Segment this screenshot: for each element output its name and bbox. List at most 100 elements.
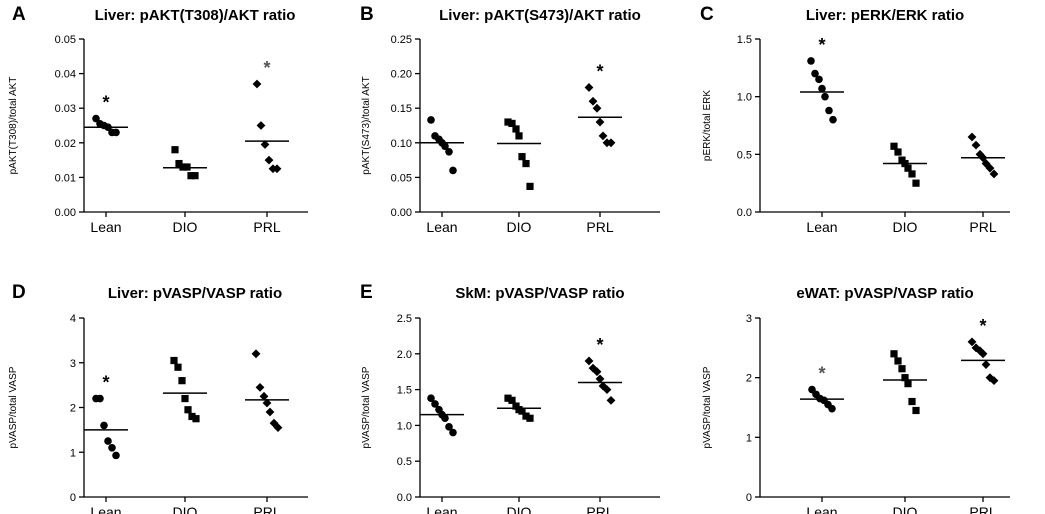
data-point-prl [251,349,261,359]
data-point-dio [504,118,512,126]
x-tick-label: DIO [893,219,918,235]
data-point-lean [427,394,435,402]
y-tick-label: 0.00 [391,207,412,219]
x-tick-label: PRL [586,219,613,235]
data-point-lean [815,75,823,84]
data-point-lean [829,115,837,124]
data-point-lean [828,404,836,413]
x-tick-label: Lean [426,219,457,235]
significance-star: * [102,93,109,113]
data-point-prl [985,163,995,173]
data-point-prl [602,385,612,394]
y-tick-label: 0.04 [55,69,76,81]
chart-title: Liver: pAKT(S473)/AKT ratio [439,7,641,24]
x-tick-label: PRL [253,219,280,235]
data-point-dio [904,380,912,388]
data-point-lean [112,451,120,460]
data-point-prl [588,363,598,373]
data-point-prl [971,140,981,150]
data-point-dio [512,125,520,133]
x-tick-label: DIO [507,219,532,235]
panel-letter: A [12,4,26,25]
y-tick-label: 0.0 [397,492,412,504]
data-point-lean [112,128,120,137]
data-point-prl [592,103,602,113]
significance-star: * [818,364,825,384]
significance-star: * [596,335,603,355]
significance-star: * [979,316,986,336]
y-tick-label: 0 [746,492,752,504]
data-point-prl [265,407,275,417]
data-point-dio [192,415,200,423]
data-point-dio [908,170,916,178]
y-tick-label: 0.00 [55,207,76,219]
data-point-dio [188,412,196,421]
data-point-dio [515,132,523,140]
data-point-lean [449,428,457,437]
data-point-lean [811,69,819,78]
data-point-lean [96,394,104,403]
chart-title: Liver: pERK/ERK ratio [806,7,964,24]
data-point-dio [518,153,526,161]
data-point-prl [272,164,282,174]
y-tick-label: 0.15 [391,103,412,115]
data-point-prl [595,374,605,384]
x-tick-label: Lean [90,219,121,235]
y-axis-label: pAKT(S473)/total AKT [361,76,372,174]
y-tick-label: 0.10 [391,138,412,150]
data-point-lean [821,92,829,101]
data-point-lean [431,400,439,408]
x-tick-label: PRL [969,219,996,235]
chart-title: Liver: pVASP/VASP ratio [108,285,282,302]
data-point-prl [981,159,991,168]
data-point-dio [508,119,516,128]
y-tick-label: 1.0 [397,420,412,432]
data-point-dio [175,159,183,168]
data-point-prl [981,360,991,369]
y-tick-label: 1.5 [737,34,752,46]
data-point-lean [92,114,100,123]
data-point-prl [273,423,283,433]
y-axis-label: pVASP/total VASP [702,366,713,448]
y-axis-label: pVASP/total VASP [361,366,372,448]
data-point-dio [181,394,189,403]
data-point-lean [427,116,435,124]
data-point-prl [598,131,608,141]
data-point-dio [184,406,192,414]
data-point-prl [264,155,274,165]
y-tick-label: 0.0 [737,207,752,219]
chart-panel-5: E SkM: pVASP/VASP ratio 0.0 0.5 1.0 1.5 2.0 2.5… [360,282,660,514]
data-point-prl [592,367,602,377]
y-tick-label: 2 [746,373,752,385]
chart-title: eWAT: pVASP/VASP ratio [796,285,973,302]
chart-panel-4: D Liver: pVASP/VASP ratio 0 1 2 3 4 pVASP/total… [8,282,308,514]
x-tick-label: PRL [586,504,613,514]
data-point-dio [894,357,902,365]
significance-star: * [102,373,109,393]
data-point-dio [912,179,920,187]
significance-star: * [263,58,270,78]
chart-panel-1: A Liver: pAKT(T308)/AKT ratio 0.00 0.01 0.02… [8,4,308,235]
data-point-dio [518,407,526,415]
y-tick-label: 0.5 [737,149,752,161]
x-tick-label: DIO [173,219,198,235]
x-tick-label: DIO [173,504,198,514]
data-point-prl [262,398,272,408]
data-point-prl [967,132,977,142]
data-point-dio [187,172,195,180]
y-tick-label: 3 [746,313,752,325]
data-point-prl [595,117,605,127]
y-tick-label: 0.02 [55,138,76,150]
y-tick-label: 2.0 [397,349,412,361]
x-tick-label: PRL [253,504,280,514]
y-axis-label: pAKT(T308)/total AKT [8,77,19,175]
data-point-dio [522,159,530,168]
data-point-prl [989,376,999,386]
panel-letter: B [360,4,374,25]
panel-letter: E [360,282,373,303]
x-tick-label: Lean [426,504,457,514]
data-point-dio [170,356,178,365]
panel-letter: C [700,4,714,25]
data-point-prl [978,349,988,359]
data-point-prl [256,121,266,130]
